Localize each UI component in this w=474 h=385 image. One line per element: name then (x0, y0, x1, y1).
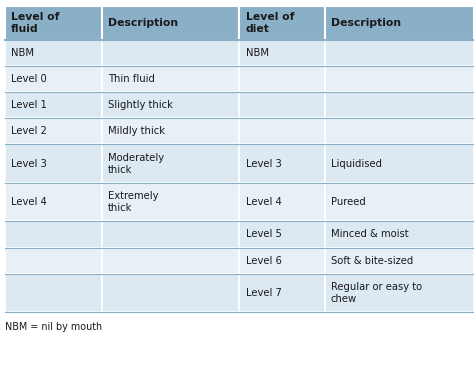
Bar (239, 183, 325, 221)
Bar (102, 248, 239, 274)
Bar (5, 274, 102, 312)
Text: Level 7: Level 7 (246, 288, 282, 298)
Bar (325, 66, 474, 92)
Text: Moderately
thick: Moderately thick (108, 152, 164, 175)
Text: Level 0: Level 0 (11, 74, 46, 84)
Text: Level 4: Level 4 (11, 197, 46, 207)
Bar (102, 92, 239, 118)
Bar (239, 221, 325, 248)
Bar (5, 92, 102, 118)
Bar (325, 248, 474, 274)
Bar (5, 66, 102, 92)
Bar (325, 92, 474, 118)
Bar (102, 221, 239, 248)
Bar (325, 6, 474, 40)
Text: Level 3: Level 3 (246, 159, 281, 169)
Bar (102, 144, 239, 183)
Bar (239, 40, 325, 66)
Text: Level 3: Level 3 (11, 159, 46, 169)
Text: Minced & moist: Minced & moist (331, 229, 409, 239)
Text: Level 2: Level 2 (11, 126, 47, 136)
Text: Level 4: Level 4 (246, 197, 281, 207)
Bar (5, 221, 102, 248)
Text: Thin fluid: Thin fluid (108, 74, 155, 84)
Bar (239, 274, 325, 312)
Bar (325, 183, 474, 221)
Bar (5, 144, 102, 183)
Bar (325, 144, 474, 183)
Text: Level 1: Level 1 (11, 100, 47, 110)
Text: Soft & bite-sized: Soft & bite-sized (331, 256, 413, 266)
Bar (102, 118, 239, 144)
Bar (239, 6, 325, 40)
Bar (102, 66, 239, 92)
Text: Level 5: Level 5 (246, 229, 282, 239)
Bar (5, 248, 102, 274)
Text: NBM: NBM (246, 48, 269, 58)
Bar (239, 92, 325, 118)
Bar (102, 274, 239, 312)
Bar (5, 40, 102, 66)
Text: Pureed: Pureed (331, 197, 365, 207)
Text: Level 6: Level 6 (246, 256, 282, 266)
Text: Slightly thick: Slightly thick (108, 100, 173, 110)
Bar (325, 40, 474, 66)
Bar (325, 274, 474, 312)
Text: NBM = nil by mouth: NBM = nil by mouth (5, 322, 102, 332)
Bar (102, 40, 239, 66)
Text: NBM: NBM (11, 48, 34, 58)
Text: Extremely
thick: Extremely thick (108, 191, 159, 213)
Text: Description: Description (331, 18, 401, 28)
Bar (239, 66, 325, 92)
Text: Level of
diet: Level of diet (246, 12, 294, 34)
Text: Liquidised: Liquidised (331, 159, 382, 169)
Bar (5, 6, 102, 40)
Bar (325, 118, 474, 144)
Bar (102, 6, 239, 40)
Text: Description: Description (108, 18, 178, 28)
Bar (325, 221, 474, 248)
Bar (5, 183, 102, 221)
Bar (5, 118, 102, 144)
Bar (102, 183, 239, 221)
Bar (239, 144, 325, 183)
Bar (239, 248, 325, 274)
Text: Level of
fluid: Level of fluid (11, 12, 59, 34)
Text: Regular or easy to
chew: Regular or easy to chew (331, 282, 422, 304)
Text: Mildly thick: Mildly thick (108, 126, 165, 136)
Bar (239, 118, 325, 144)
